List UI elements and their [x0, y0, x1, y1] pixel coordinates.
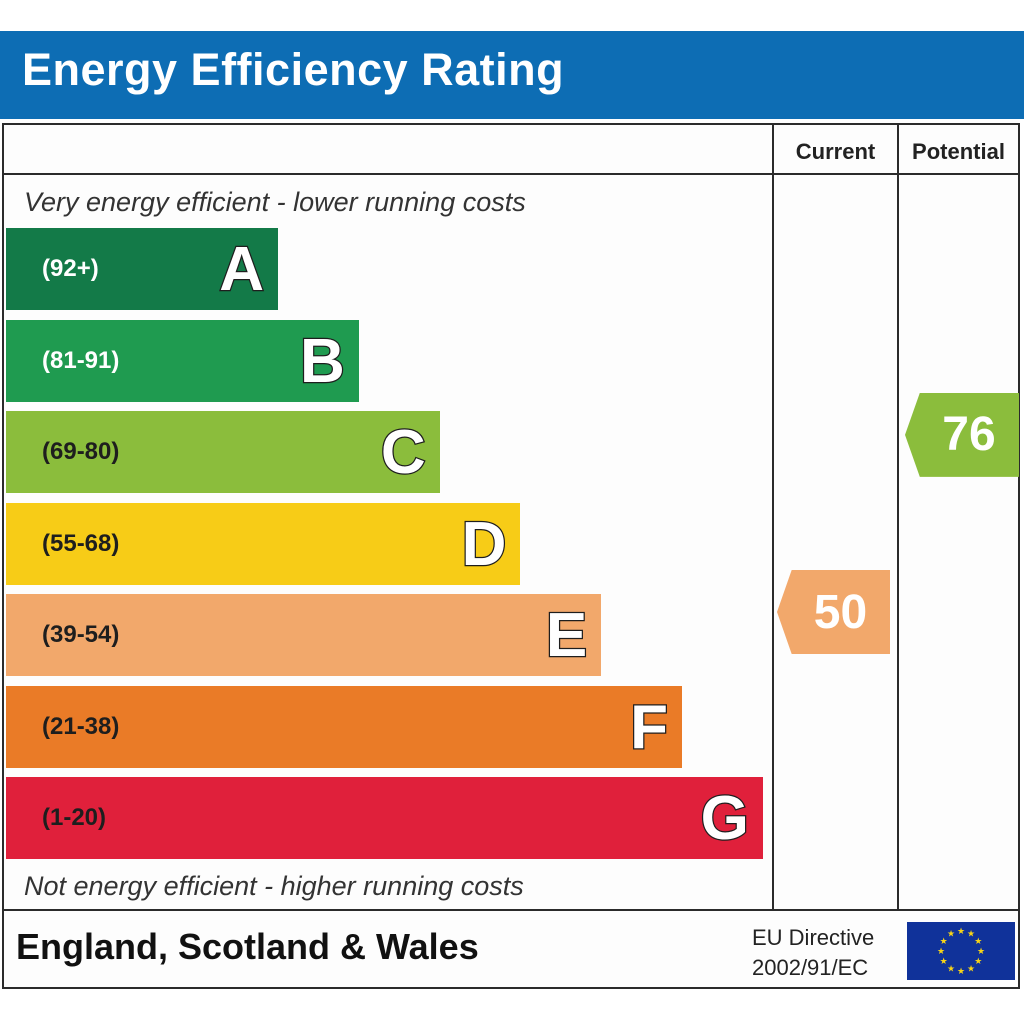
eu-star-icon: ★ [947, 929, 955, 939]
band-c: (69-80) C [6, 411, 440, 493]
header-row-divider [4, 173, 1018, 175]
page-title: Energy Efficiency Rating [22, 44, 565, 95]
eu-star-icon: ★ [974, 936, 982, 946]
potential-rating-tag: 76 [905, 392, 1019, 477]
band-d: (55-68) D [6, 502, 521, 585]
band-letter: E [545, 600, 589, 672]
eu-star-icon: ★ [940, 956, 948, 966]
band-letter: C [380, 417, 427, 489]
band-range-label: (1-20) [42, 804, 107, 831]
eu-star-icon: ★ [974, 956, 982, 966]
band-range-label: (81-91) [42, 346, 120, 374]
eu-star-icon: ★ [940, 936, 948, 946]
band-letter: D [460, 508, 507, 580]
eu-star-icon: ★ [957, 926, 965, 936]
band-range-label: (55-68) [42, 529, 120, 557]
band-b: (81-91) B [6, 319, 359, 402]
current-rating-tag: 50 [777, 570, 890, 654]
eu-star-icon: ★ [957, 966, 965, 976]
eu-star-icon: ★ [967, 963, 975, 973]
band-range-label: (92+) [42, 255, 99, 282]
band-g: (1-20) G [6, 777, 763, 859]
eu-star-icon: ★ [937, 946, 945, 956]
band-letter: A [218, 234, 265, 306]
region-label: England, Scotland & Wales [16, 926, 479, 967]
eu-star-icon: ★ [977, 946, 985, 956]
inefficient-caption: Not energy efficient - higher running co… [24, 871, 524, 901]
band-letter: F [629, 691, 669, 763]
directive-line-1: EU Directive [752, 925, 875, 950]
efficient-caption: Very energy efficient - lower running co… [24, 187, 526, 217]
title-bar [0, 31, 1024, 119]
current-column-header: Current [795, 139, 876, 164]
potential-column-divider [897, 125, 899, 911]
current-column-divider [772, 125, 774, 911]
band-letter: B [299, 325, 346, 397]
band-letter: G [699, 783, 750, 855]
eu-star-icon: ★ [947, 963, 955, 973]
rating-chart: Current Potential Very energy efficient … [2, 123, 1020, 989]
band-f: (21-38) F [6, 685, 682, 768]
band-range-label: (69-80) [42, 438, 120, 465]
eu-star-icon: ★ [967, 929, 975, 939]
potential-column-header: Potential [912, 139, 1005, 164]
directive-line-2: 2002/91/EC [752, 955, 869, 980]
eu-flag-icon: ★ ★ ★ ★ ★ ★ ★ ★ ★ ★ ★ ★ [907, 922, 1015, 980]
band-range-label: (21-38) [42, 712, 120, 740]
band-e: (39-54) E [6, 594, 602, 676]
band-a: (92+) A [6, 228, 278, 310]
footer-divider [4, 909, 1018, 911]
band-range-label: (39-54) [42, 621, 120, 648]
